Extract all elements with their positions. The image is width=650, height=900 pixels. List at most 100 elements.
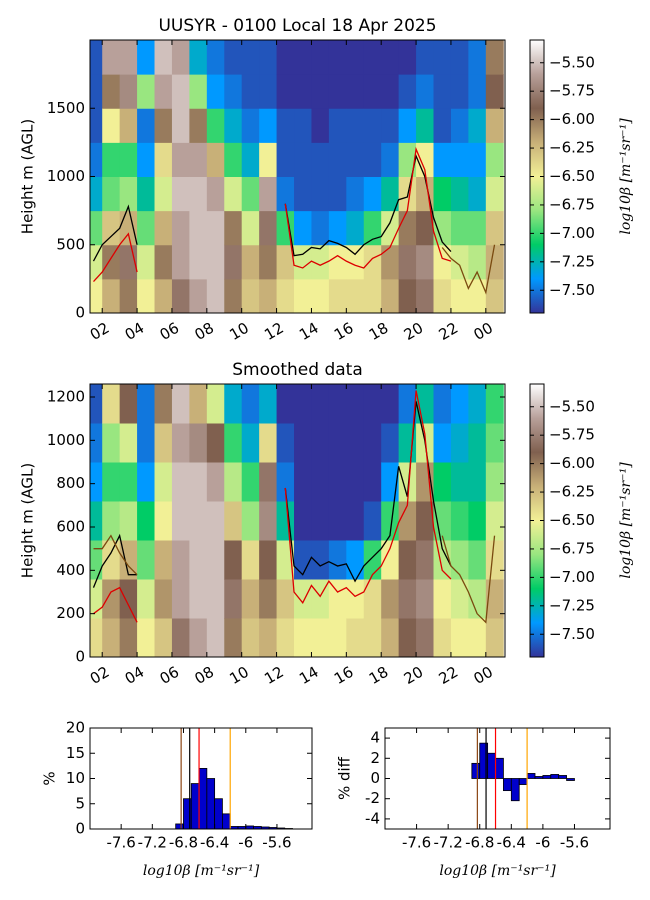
heatmap-cell [311,142,330,177]
heatmap-cell [294,244,312,280]
heatmap-cell [171,579,190,619]
heatmap-cell [398,618,417,657]
heatmap-cell [416,210,435,246]
y-tick-label: -2 [365,789,380,807]
heatmap-cell [241,40,260,75]
heatmap-cell [137,423,156,463]
heatmap-cell [90,244,103,280]
heatmap-cell [224,278,243,313]
colorbar-tick-label: −6.75 [549,195,595,213]
heatmap-cell [206,618,225,657]
heatmap-cell [154,142,173,177]
heatmap-cell [206,176,225,212]
heatmap-cell [468,540,487,580]
heatmap-cell [119,540,138,580]
x-tick-label: 20 [401,319,427,344]
heatmap-cell [485,579,504,619]
heatmap-cell [398,108,417,143]
heatmap-cell [171,108,190,143]
heatmap-cell [241,501,260,541]
heatmap-cell [259,423,278,463]
heatmap-cell [294,74,312,109]
x-tick-label: -6 [238,834,253,852]
x-tick-label: 06 [157,319,183,344]
heatmap-cell [241,579,260,619]
heatmap-cell [119,74,138,109]
histogram-bar [542,775,552,779]
heatmap-cell [346,579,365,619]
heatmap-cell [328,423,347,463]
heatmap-cell [119,384,138,424]
heatmap-cell [294,210,312,246]
x-tick-label: 14 [296,319,322,344]
heatmap-cell [468,40,487,75]
x-tick-label: 08 [192,319,218,344]
x-tick-label: 22 [436,319,462,344]
heatmap-cell [346,423,365,463]
y-tick-label: 10 [66,769,85,787]
y-tick-label: 15 [66,744,85,762]
heatmap-cell [102,40,121,75]
axes: −5.50 −5.75 −6.00 −6.25 −6.50 −6.75 −7.00 −7.25… [19,360,635,688]
heatmap-cell [398,462,417,502]
histogram-bar [198,768,208,829]
heatmap-cell [189,176,208,212]
heatmap-cell [468,462,487,502]
heatmap-cell [259,210,278,246]
heatmap-cell [119,176,138,212]
colorbar-tick-label: −7.50 [549,625,595,643]
x-tick-label: -6.4 [200,834,229,852]
heatmap-cell [468,501,487,541]
heatmap-cell [206,423,225,463]
heatmap-cell [363,462,382,502]
heatmap-cell [137,210,156,246]
heatmap-cell [224,142,243,177]
plot-area [90,384,504,657]
heatmap-cell [398,244,417,280]
x-tick-label: 10 [226,319,252,344]
heatmap-cell [259,40,278,75]
profile-line [441,244,496,295]
heatmap-cell [224,423,243,463]
heatmap-cell [189,244,208,280]
heatmap-cell [241,176,260,212]
heatmap-cell [206,384,225,424]
x-tick-label: 00 [471,319,497,344]
x-axis-label: log10β [m⁻¹sr⁻¹] [143,863,260,879]
heatmap-cell [119,108,138,143]
heatmap-cell [433,142,452,177]
heatmap-cell [189,462,208,502]
heatmap-cell [276,462,295,502]
heatmap-cell [137,74,156,109]
heatmap-cell [154,108,173,143]
heatmap-cell [416,278,435,313]
x-tick-label: -6.8 [169,834,198,852]
x-tick-label: 00 [471,663,497,688]
heatmap-cell [241,384,260,424]
heatmap-cell [381,176,400,212]
heatmap-cell [450,501,469,541]
y-tick-label: 200 [56,604,85,622]
heatmap-cell [137,176,156,212]
heatmap-cell [450,108,469,143]
x-tick-label: 06 [157,663,183,688]
heatmap-cell [171,540,190,580]
heatmap-cell [102,579,121,619]
histogram-bar [558,775,567,779]
profile-line [93,534,496,624]
heatmap-cell [102,210,121,246]
heatmap-cell [485,176,504,212]
heatmap-cell [119,40,138,75]
colorbar-tick-label: −6.75 [549,539,595,557]
heatmap-cell [224,462,243,502]
axes: −5.50 −5.75 −6.00 −6.25 −6.50 −6.75 −7.00 −7.25… [19,16,635,344]
heatmap-cell [224,210,243,246]
chart-title: UUSYR - 0100 Local 18 Apr 2025 [158,16,436,36]
heatmap-cell [398,501,417,541]
heatmap-cell [102,384,121,424]
heatmap-cell [450,579,469,619]
heatmap-cell [328,540,347,580]
heatmap-cell [294,278,312,313]
heatmap-cell [137,244,156,280]
